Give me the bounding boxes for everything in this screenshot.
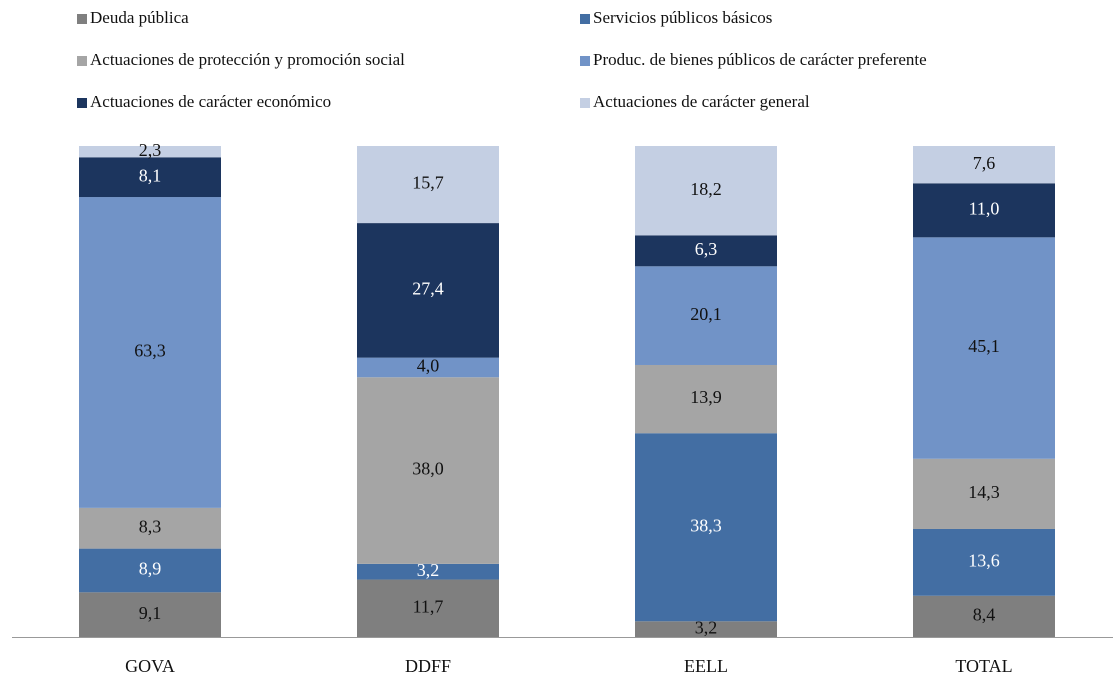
data-label: 14,3 — [968, 482, 1000, 502]
bar-segment — [357, 579, 499, 637]
legend-swatch — [77, 56, 87, 66]
bar-segment — [79, 592, 221, 637]
data-label: 9,1 — [139, 603, 162, 623]
data-label: 8,4 — [973, 605, 996, 625]
data-label: 3,2 — [417, 560, 440, 580]
data-label: 15,7 — [412, 173, 444, 193]
bar-segment — [79, 197, 221, 508]
bar-segment — [357, 223, 499, 358]
data-label: 63,3 — [134, 341, 166, 361]
legend-label: Actuaciones de carácter general — [593, 92, 810, 111]
bar-segment — [357, 357, 499, 378]
data-label: 38,0 — [412, 459, 444, 479]
legend-swatch — [77, 14, 87, 24]
data-label: 8,1 — [139, 165, 162, 185]
data-label: 4,0 — [417, 356, 440, 376]
x-tick-label: GOVA — [125, 656, 175, 676]
bar-segment — [913, 528, 1055, 596]
bar-segment — [635, 266, 777, 365]
data-label: 45,1 — [968, 336, 1000, 356]
bar-segment — [635, 146, 777, 236]
bar-segment — [357, 146, 499, 224]
bar-segment — [635, 235, 777, 267]
data-label: 13,9 — [690, 387, 722, 407]
bar-segment — [913, 237, 1055, 459]
data-label: 6,3 — [695, 239, 718, 259]
bar-segment — [357, 377, 499, 564]
legend-label: Deuda pública — [90, 8, 189, 27]
legend-label: Actuaciones de protección y promoción so… — [90, 50, 405, 69]
bar-segment — [635, 433, 777, 622]
bar-segment — [79, 146, 221, 158]
data-label: 8,3 — [139, 516, 162, 536]
bar-segment — [635, 621, 777, 637]
legend-label: Produc. de bienes públicos de carácter p… — [593, 50, 927, 69]
x-tick-label: TOTAL — [955, 656, 1012, 676]
legend-swatch — [580, 14, 590, 24]
data-label: 18,2 — [690, 179, 722, 199]
bar-segment — [913, 458, 1055, 529]
bar-segment — [635, 364, 777, 434]
data-label: 3,2 — [695, 617, 718, 637]
bar-segment — [913, 595, 1055, 637]
bar-segment — [913, 183, 1055, 238]
legend-swatch — [580, 98, 590, 108]
data-label: 7,6 — [973, 153, 996, 173]
data-label: 2,3 — [139, 140, 162, 160]
bar-segment — [79, 548, 221, 593]
bar-segment — [79, 507, 221, 549]
legend-swatch — [77, 98, 87, 108]
legend-swatch — [580, 56, 590, 66]
legend-label: Actuaciones de carácter económico — [90, 92, 331, 111]
bar-segment — [913, 146, 1055, 184]
data-label: 27,4 — [412, 278, 444, 298]
data-label: 20,1 — [690, 304, 722, 324]
legend-label: Servicios públicos básicos — [593, 8, 772, 27]
data-label: 13,6 — [968, 550, 1000, 570]
data-label: 8,9 — [139, 559, 162, 579]
x-tick-label: EELL — [684, 656, 728, 676]
bar-segment — [79, 157, 221, 198]
x-tick-label: DDFF — [405, 656, 451, 676]
bar-segment — [357, 563, 499, 580]
data-label: 11,0 — [969, 198, 1000, 218]
data-label: 38,3 — [690, 515, 722, 535]
data-label: 11,7 — [413, 596, 444, 616]
